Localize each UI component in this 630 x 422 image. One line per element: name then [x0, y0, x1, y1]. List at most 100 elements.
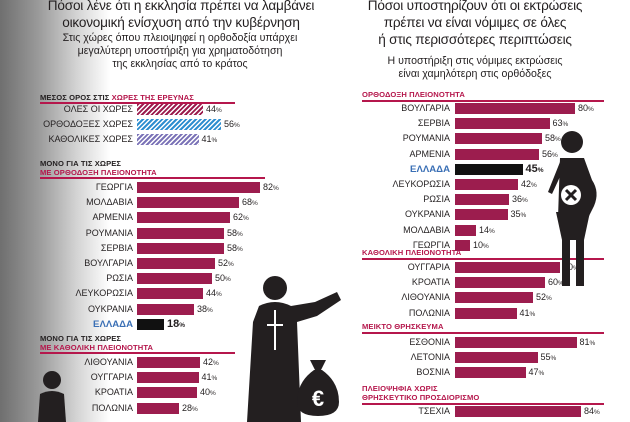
right-g1-0-bar — [455, 262, 560, 273]
right-g0-2-value: 58% — [545, 133, 561, 144]
right-section-nonreligious-line2: ΘΡΗΣΚΕΥΤΙΚΟ ΠΡΟΣΔΙΟΡΙΣΜΟ — [362, 393, 480, 402]
left-g2-1-bar — [137, 372, 199, 384]
left-g2-2-label: ΚΡΟΑΤΙΑ — [94, 387, 133, 398]
left-g1-5-bar — [137, 258, 215, 269]
right-g0-0-label: ΒΟΥΛΓΑΡΙΑ — [401, 103, 450, 113]
left-g2-2-bar — [137, 387, 197, 399]
left-g2-2-value: 40% — [200, 387, 216, 398]
left-g0-2-label: ΚΑΘΟΛΙΚΕΣ ΧΩΡΕΣ — [48, 134, 133, 145]
left-g2-0-bar — [137, 357, 200, 368]
right-section-catholic-label: ΚΑΘΟΛΙΚΗ ΠΛΕΙΟΝΟΤΗΤΑ — [362, 248, 461, 257]
left-section-survey-rule — [40, 102, 235, 104]
child-icon — [38, 371, 66, 422]
right-title: Πόσοι υποστηρίζουν ότι οι εκτρώσεις πρέπ… — [340, 0, 610, 48]
right-g3-0-label: ΤΣΕΧΙΑ — [418, 406, 450, 416]
right-g0-5-value: 42% — [521, 179, 537, 189]
right-g2-2-value: 47% — [528, 367, 545, 378]
right-g0-6-label: ΡΩΣΙΑ — [423, 194, 450, 205]
left-g1-5-value: 52% — [218, 258, 234, 268]
left-g0-0-bar — [137, 104, 203, 115]
left-g2-0-value: 42% — [203, 357, 219, 367]
right-section-orthodox-rule — [362, 100, 604, 102]
right-g0-7-bar — [455, 209, 508, 221]
right-g0-4-value: 45% — [525, 162, 544, 175]
left-section-catholic-label: ΜΟΝΟ ΓΙΑ ΤΙΣ ΧΩΡΕΣ ΜΕ ΚΑΘΟΛΙΚΗ ΠΛΕΙΟΝΟΤΗ… — [40, 334, 153, 352]
right-g0-8-label: ΜΟΛΔΑΒΙΑ — [403, 224, 450, 235]
right-g0-5-bar — [455, 179, 518, 190]
right-g2-1-value: 55% — [540, 352, 557, 363]
right-g0-0-value: 80% — [578, 103, 594, 113]
right-g1-2-value: 52% — [536, 292, 552, 303]
right-section-orthodox-label: ΟΡΘΟΔΟΞΗ ΠΛΕΙΟΝΟΤΗΤΑ — [362, 90, 465, 99]
left-g1-1-value: 68% — [242, 197, 258, 208]
right-g0-6-bar — [455, 194, 509, 206]
right-g0-1-value: 63% — [552, 118, 569, 129]
left-g0-1-value: 56% — [224, 119, 240, 130]
right-section-catholic-rule — [362, 258, 604, 260]
left-g1-6-value: 50% — [215, 273, 231, 284]
right-g0-9-label: ΓΕΩΡΓΙΑ — [412, 239, 450, 250]
right-g0-4-bar — [455, 163, 523, 175]
svg-text:€: € — [312, 386, 324, 411]
right-g0-1-bar — [455, 118, 550, 130]
right-g0-6-value: 36% — [512, 194, 528, 205]
right-g0-8-value: 14% — [479, 224, 495, 235]
left-section-orthodox-prefix: ΜΟΝΟ ΓΙΑ ΤΙΣ ΧΩΡΕΣ — [40, 159, 122, 168]
right-section-mixed-main: ΜΕΙΚΤΟ ΘΡΗΣΚΕΥΜΑ — [362, 322, 444, 331]
left-g0-1-label: ΟΡΘΟΔΟΞΕΣ ΧΩΡΕΣ — [43, 119, 133, 130]
left-g1-9-label: ΕΛΛΑΔΑ — [93, 318, 133, 330]
right-g0-8-bar — [455, 224, 476, 236]
right-g0-2-label: ΡΟΥΜΑΝΙΑ — [402, 133, 450, 144]
money-bag-euro-icon: € — [297, 360, 339, 416]
right-g2-1-label: ΛΕΤΟΝΙΑ — [410, 352, 450, 363]
left-title-line2: οικονομική ενίσχυση από την κυβέρνηση — [62, 15, 300, 30]
left-section-orthodox-label: ΜΟΝΟ ΓΙΑ ΤΙΣ ΧΩΡΕΣ ΜΕ ΟΡΘΟΔΟΞΗ ΠΛΕΙΟΝΟΤΗ… — [40, 159, 157, 177]
left-g0-0-label: ΟΛΕΣ ΟΙ ΧΩΡΕΣ — [63, 104, 133, 114]
right-subtitle-line1: Η υποστήριξη στις νόμιμες εκτρώσεις — [387, 55, 563, 67]
crossed-circle-icon — [561, 185, 581, 205]
right-g1-2-label: ΛΙΘΟΥΑΝΙΑ — [401, 292, 450, 303]
right-g1-3-value: 41% — [519, 307, 536, 318]
left-g1-2-label: ΑΡΜΕΝΙΑ — [92, 212, 133, 223]
left-section-survey-label: ΜΕΣΟΣ ΟΡΟΣ ΣΤΙΣ ΧΩΡΕΣ ΤΗΣ ΕΡΕΥΝΑΣ — [40, 93, 194, 102]
left-g1-7-value: 44% — [206, 288, 222, 299]
left-g1-8-bar — [137, 303, 194, 315]
left-g1-3-bar — [137, 227, 224, 239]
pregnant-woman-icon — [548, 131, 597, 286]
left-g1-9-value: 18% — [167, 317, 186, 330]
right-g0-3-label: ΑΡΜΕΝΙΑ — [409, 148, 450, 159]
right-section-nonreligious-label: ΠΛΕΙΟΨΗΦΙΑ ΧΩΡΙΣ ΘΡΗΣΚΕΥΤΙΚΟ ΠΡΟΣΔΙΟΡΙΣΜ… — [362, 384, 479, 402]
background-shade — [0, 0, 110, 422]
left-g1-4-value: 58% — [227, 242, 243, 253]
left-g1-3-label: ΡΟΥΜΑΝΙΑ — [85, 227, 133, 238]
right-g0-4-label: ΕΛΛΑΔΑ — [410, 163, 450, 175]
left-section-catholic-main: ΜΕ ΚΑΘΟΛΙΚΗ ΠΛΕΙΟΝΟΤΗΤΑ — [40, 343, 154, 352]
right-title-line1: Πόσοι υποστηρίζουν ότι οι εκτρώσεις — [367, 0, 583, 13]
right-g0-7-value: 35% — [510, 209, 527, 220]
right-g2-0-label: ΕΣΘΟΝΙΑ — [409, 337, 450, 347]
left-subtitle-line1: Στις χώρες όπου πλειοψηφεί η ορθοδοξία υ… — [62, 32, 298, 44]
right-g2-0-value: 81% — [579, 337, 596, 347]
left-section-orthodox-main: ΜΕ ΟΡΘΟΔΟΞΗ ΠΛΕΙΟΝΟΤΗΤΑ — [40, 168, 157, 177]
right-section-nonreligious-main: ΠΛΕΙΟΨΗΦΙΑ ΧΩΡΙΣ — [362, 384, 438, 393]
left-g2-1-label: ΟΥΓΓΑΡΙΑ — [90, 372, 133, 383]
left-section-catholic-rule — [40, 352, 235, 354]
right-g0-9-value: 10% — [473, 239, 489, 250]
right-subtitle-line2: είναι χαμηλότερη στις ορθόδοξες — [398, 68, 552, 80]
left-section-catholic-prefix: ΜΟΝΟ ΓΙΑ ΤΙΣ ΧΩΡΕΣ — [40, 334, 122, 343]
left-section-survey-main: ΧΩΡΕΣ ΤΗΣ ΕΡΕΥΝΑΣ — [111, 93, 194, 102]
right-section-nonreligious-rule — [362, 403, 604, 405]
left-g1-5-label: ΒΟΥΛΓΑΡΙΑ — [84, 258, 133, 268]
left-g0-1-bar — [137, 119, 221, 131]
right-g0-3-value: 56% — [542, 148, 558, 159]
right-g1-3-label: ΠΟΛΩΝΙΑ — [408, 307, 450, 318]
left-g0-2-value: 41% — [201, 134, 218, 145]
left-g1-7-bar — [137, 288, 203, 300]
left-g1-1-label: ΜΟΛΔΑΒΙΑ — [86, 197, 133, 208]
right-g0-2-bar — [455, 133, 542, 145]
right-g1-1-label: ΚΡΟΑΤΙΑ — [411, 277, 450, 288]
left-g1-2-value: 62% — [233, 212, 249, 223]
right-g2-0-bar — [455, 337, 577, 348]
right-g3-0-value: 84% — [584, 406, 600, 416]
left-g1-4-label: ΣΕΡΒΙΑ — [100, 242, 133, 253]
